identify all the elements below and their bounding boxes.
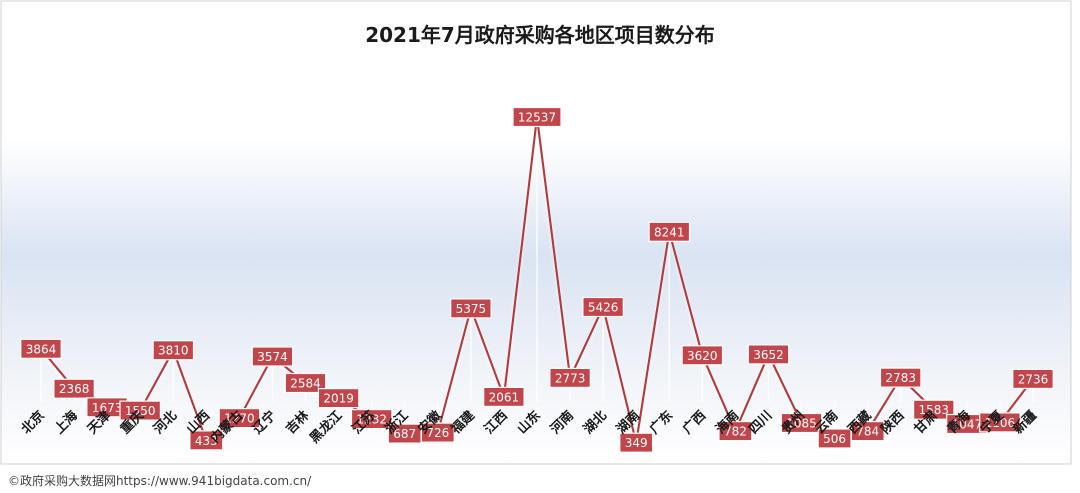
data-label-text: 3652 bbox=[753, 348, 784, 362]
data-label-box bbox=[317, 388, 360, 409]
data-label-text: 3574 bbox=[257, 350, 288, 364]
data-label: 2584 bbox=[284, 372, 327, 394]
data-label-text: 2368 bbox=[59, 382, 90, 396]
plot-background bbox=[0, 0, 1072, 465]
data-label: 3652 bbox=[747, 344, 790, 365]
data-label-text: 3810 bbox=[158, 344, 189, 358]
data-label: 3864 bbox=[20, 338, 62, 359]
chart-title: 2021年7月政府采购各地区项目数分布 bbox=[365, 23, 715, 47]
data-label-text: 1047 bbox=[952, 418, 983, 432]
data-label-text: 2783 bbox=[885, 371, 916, 385]
data-label: 784 bbox=[850, 421, 885, 442]
data-label-box bbox=[119, 400, 162, 421]
data-label-box bbox=[681, 345, 724, 366]
data-label: 2368 bbox=[53, 378, 95, 399]
data-label: 8241 bbox=[648, 221, 691, 242]
data-label-text: 3864 bbox=[26, 342, 57, 356]
data-label-text: 1106 bbox=[985, 416, 1016, 430]
data-label-text: 2061 bbox=[489, 390, 520, 404]
data-label-text: 5426 bbox=[588, 301, 619, 315]
data-label-text: 8241 bbox=[654, 225, 685, 239]
data-label-box bbox=[747, 344, 790, 365]
data-label-box bbox=[218, 408, 261, 429]
data-label-box bbox=[850, 421, 885, 442]
data-label-box bbox=[20, 338, 62, 359]
data-label-text: 349 bbox=[625, 436, 648, 450]
data-label: 2061 bbox=[483, 386, 525, 407]
data-label-box bbox=[549, 367, 591, 388]
data-label-box bbox=[582, 296, 624, 318]
data-label-box bbox=[648, 221, 691, 242]
data-label-text: 1232 bbox=[356, 413, 387, 427]
data-label: 726 bbox=[420, 422, 455, 443]
data-label-box bbox=[979, 412, 1021, 433]
data-label-box bbox=[780, 412, 823, 434]
data-label: 5426 bbox=[582, 296, 624, 318]
data-label-box bbox=[1012, 368, 1054, 389]
data-label-text: 782 bbox=[724, 425, 747, 439]
data-label: 3574 bbox=[251, 346, 294, 367]
data-label: 782 bbox=[718, 421, 753, 442]
data-label-box bbox=[189, 430, 224, 451]
data-label-text: 1270 bbox=[224, 412, 255, 426]
source-note: ©政府采购大数据网https://www.941bigdata.com.cn/ bbox=[8, 474, 312, 488]
data-label-box bbox=[152, 340, 195, 361]
data-label-text: 506 bbox=[823, 432, 846, 446]
data-label-box bbox=[879, 367, 922, 388]
data-label: 1047 bbox=[946, 413, 988, 435]
data-label-text: 1085 bbox=[786, 417, 817, 431]
data-label: 2019 bbox=[317, 388, 360, 409]
data-label-box bbox=[284, 372, 327, 394]
data-label-text: 12537 bbox=[518, 111, 556, 125]
data-label-box bbox=[251, 346, 294, 367]
data-label-text: 1550 bbox=[125, 404, 156, 418]
data-label-box bbox=[718, 421, 753, 442]
data-label-text: 5375 bbox=[456, 302, 487, 316]
data-label: 433 bbox=[189, 430, 224, 451]
data-label-box bbox=[619, 432, 654, 453]
data-label-box bbox=[450, 298, 492, 319]
data-label: 1085 bbox=[780, 412, 823, 434]
data-label-text: 1673 bbox=[92, 401, 123, 415]
data-label: 3810 bbox=[152, 340, 195, 361]
data-label-box bbox=[420, 422, 455, 443]
data-label: 5375 bbox=[450, 298, 492, 319]
data-label: 1106 bbox=[979, 412, 1021, 433]
data-label: 1270 bbox=[218, 408, 261, 429]
data-label: 1673 bbox=[86, 397, 128, 418]
data-label-text: 2584 bbox=[290, 377, 321, 391]
data-label: 1550 bbox=[119, 400, 162, 421]
data-label-text: 2773 bbox=[555, 371, 586, 385]
data-label-text: 784 bbox=[856, 425, 879, 439]
data-label: 1583 bbox=[912, 399, 955, 420]
data-label: 687 bbox=[387, 423, 422, 444]
data-label-box bbox=[483, 386, 525, 407]
data-label: 2736 bbox=[1012, 368, 1054, 389]
data-label-text: 2736 bbox=[1018, 372, 1049, 386]
data-label: 2773 bbox=[549, 367, 591, 388]
data-label-text: 1583 bbox=[919, 403, 950, 417]
data-label-box bbox=[912, 399, 955, 420]
data-label-text: 687 bbox=[393, 427, 416, 441]
data-label: 12537 bbox=[512, 106, 562, 128]
data-label: 1232 bbox=[350, 409, 393, 430]
data-label: 349 bbox=[619, 432, 654, 453]
data-label-box bbox=[350, 409, 393, 430]
data-label-text: 3620 bbox=[687, 349, 718, 363]
data-label-text: 2019 bbox=[323, 392, 354, 406]
data-label-text: 433 bbox=[195, 434, 218, 448]
data-label: 3620 bbox=[681, 345, 724, 366]
data-label-box bbox=[512, 106, 562, 128]
data-label-text: 726 bbox=[426, 426, 449, 440]
data-label-box bbox=[53, 378, 95, 399]
data-label: 2783 bbox=[879, 367, 922, 388]
